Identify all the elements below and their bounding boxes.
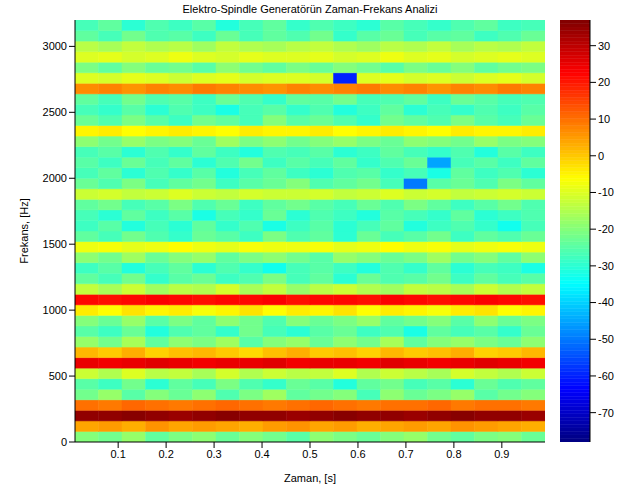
svg-text:1000: 1000 — [43, 304, 67, 316]
svg-text:500: 500 — [49, 370, 67, 382]
svg-text:2000: 2000 — [43, 172, 67, 184]
svg-text:0: 0 — [61, 436, 67, 448]
svg-text:20: 20 — [598, 76, 610, 88]
svg-text:30: 30 — [598, 40, 610, 52]
svg-text:-20: -20 — [598, 223, 614, 235]
svg-text:-30: -30 — [598, 260, 614, 272]
svg-text:Frekans, [Hz]: Frekans, [Hz] — [18, 198, 30, 263]
svg-text:-50: -50 — [598, 333, 614, 345]
svg-text:0.8: 0.8 — [446, 448, 461, 460]
svg-text:0.5: 0.5 — [302, 448, 317, 460]
svg-text:0.6: 0.6 — [350, 448, 365, 460]
svg-text:2500: 2500 — [43, 106, 67, 118]
svg-text:0.9: 0.9 — [494, 448, 509, 460]
svg-text:10: 10 — [598, 113, 610, 125]
svg-text:0.3: 0.3 — [206, 448, 221, 460]
svg-text:0.7: 0.7 — [398, 448, 413, 460]
svg-text:0.1: 0.1 — [111, 448, 126, 460]
svg-text:0: 0 — [598, 150, 604, 162]
svg-text:1500: 1500 — [43, 238, 67, 250]
svg-text:-10: -10 — [598, 186, 614, 198]
svg-text:-40: -40 — [598, 296, 614, 308]
svg-text:3000: 3000 — [43, 40, 67, 52]
svg-text:-70: -70 — [598, 407, 614, 419]
svg-text:0.2: 0.2 — [158, 448, 173, 460]
svg-text:-60: -60 — [598, 370, 614, 382]
html-text:Elektro-Spindle Generatörün Za: Elektro-Spindle Generatörün Zaman-Frekan… — [182, 3, 438, 15]
svg-text:Zaman, [s]: Zaman, [s] — [284, 472, 336, 484]
svg-text:0.4: 0.4 — [254, 448, 269, 460]
